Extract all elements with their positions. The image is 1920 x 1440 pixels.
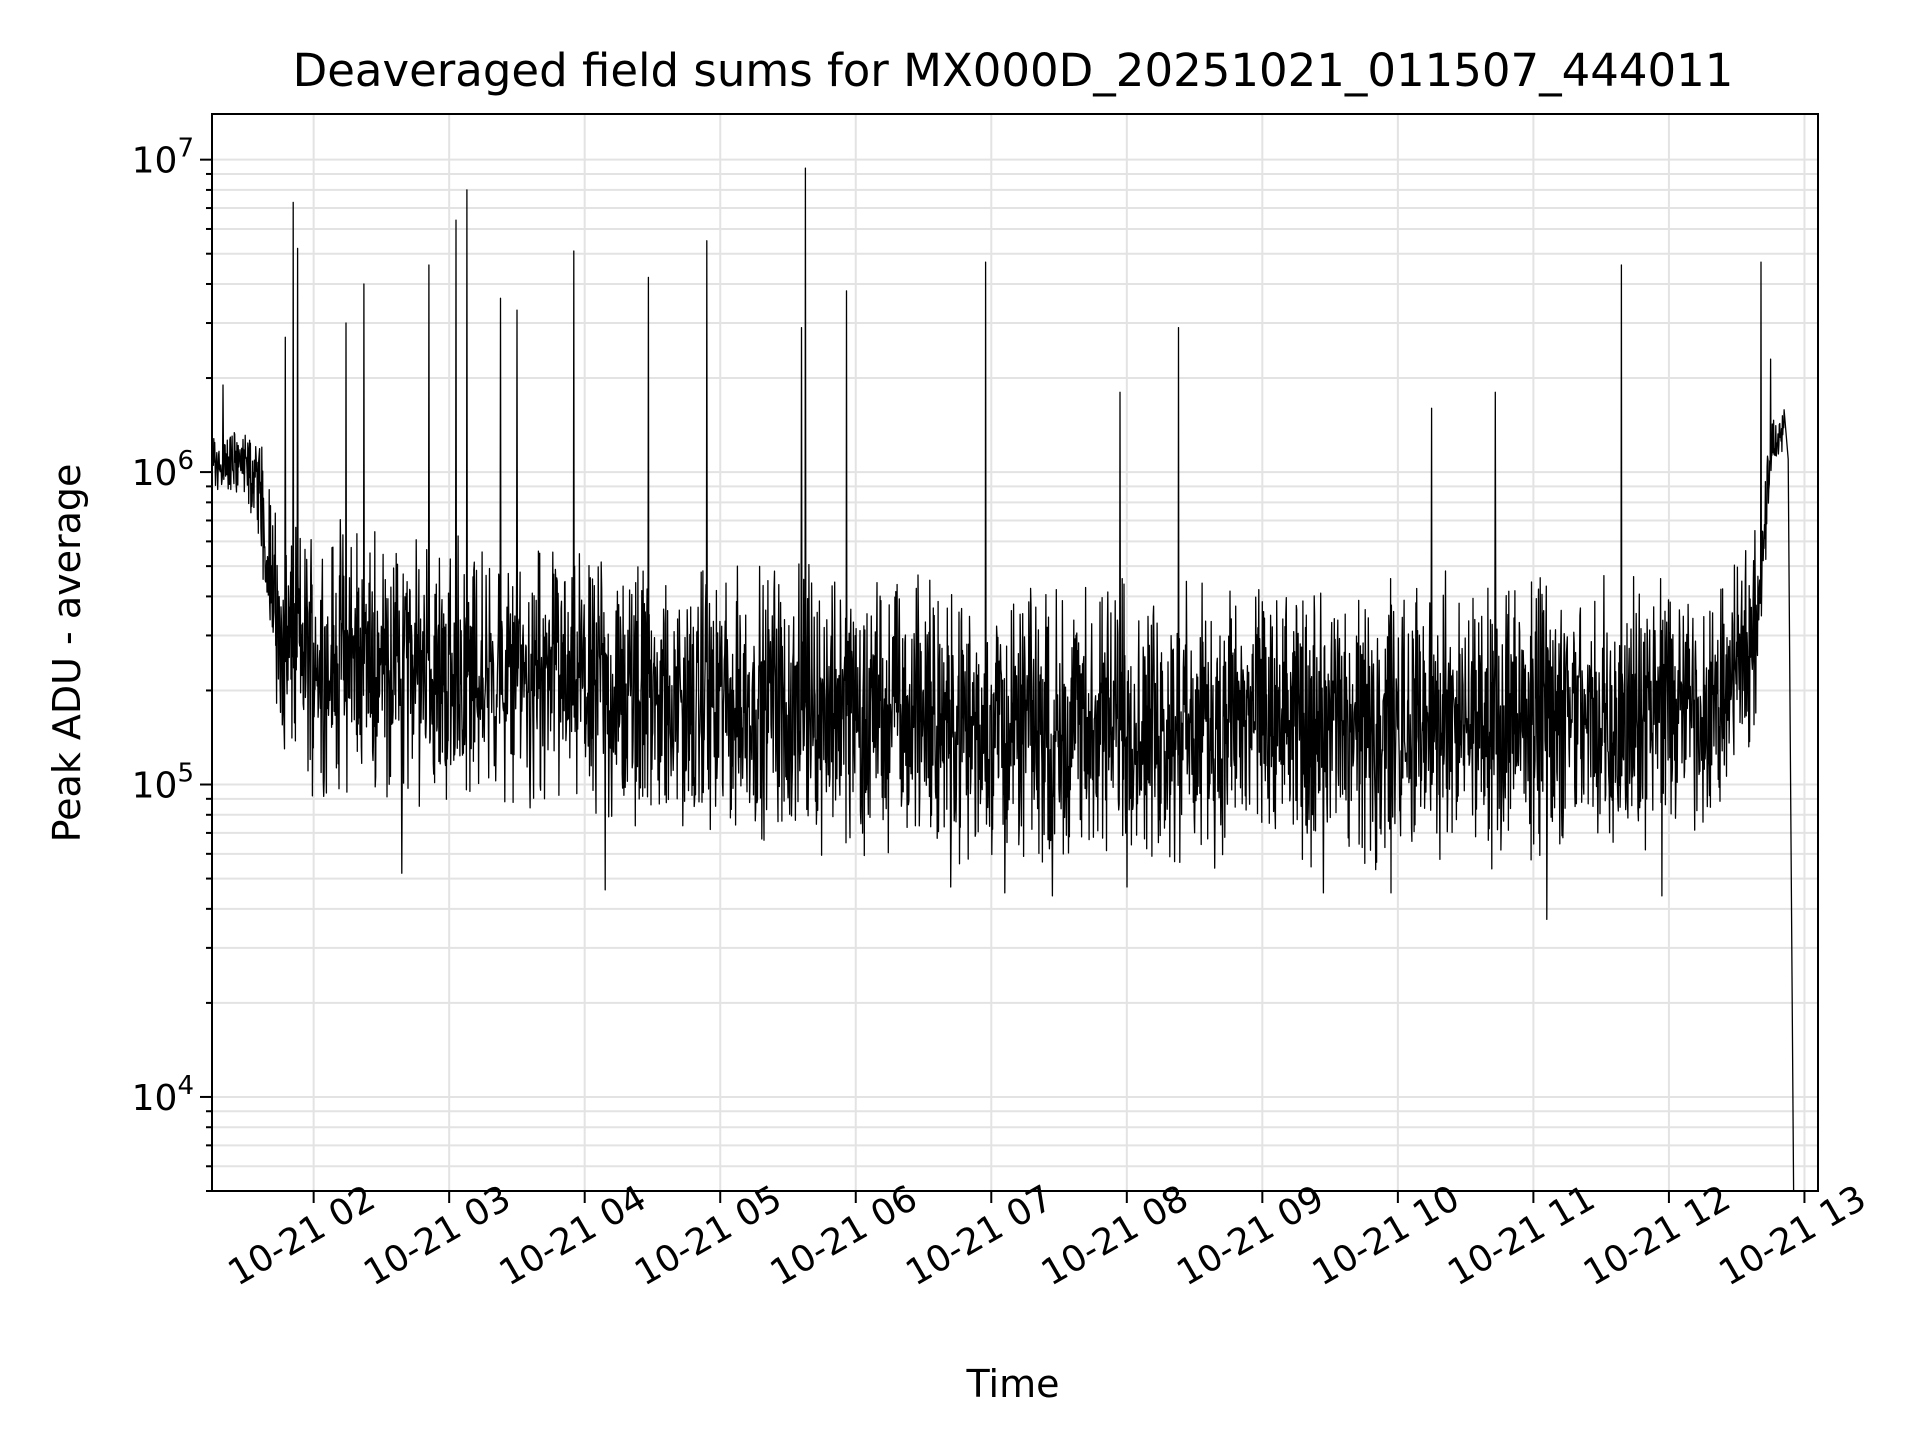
y-axis-label: Peak ADU - average xyxy=(45,464,89,843)
x-axis-label: Time xyxy=(966,1362,1060,1406)
series-line-field-sums xyxy=(212,167,1795,1191)
plot-frame xyxy=(211,113,1819,1192)
y-tick-label: 106 xyxy=(132,446,194,494)
chart-title: Deaveraged field sums for MX000D_2025102… xyxy=(293,44,1734,97)
series-layer xyxy=(212,167,1795,1191)
grid xyxy=(212,114,1818,1192)
y-tick-label: 107 xyxy=(132,134,194,182)
y-tick-label: 105 xyxy=(132,759,194,807)
y-tick-label: 104 xyxy=(132,1071,194,1119)
